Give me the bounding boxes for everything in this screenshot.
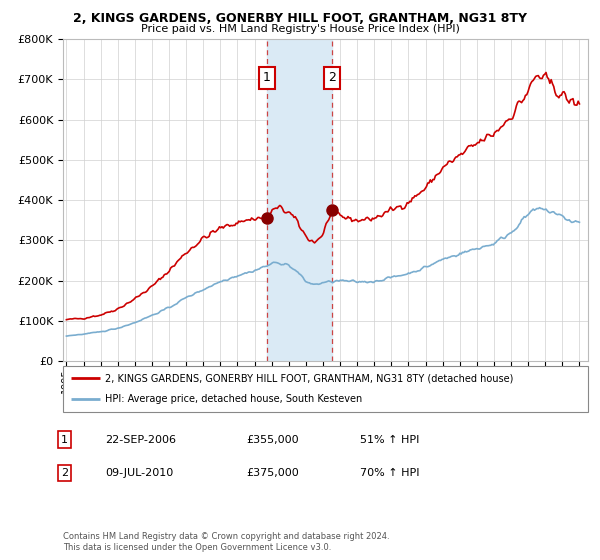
Text: 2, KINGS GARDENS, GONERBY HILL FOOT, GRANTHAM, NG31 8TY (detached house): 2, KINGS GARDENS, GONERBY HILL FOOT, GRA… <box>105 373 514 383</box>
Text: £355,000: £355,000 <box>246 435 299 445</box>
Text: 22-SEP-2006: 22-SEP-2006 <box>105 435 176 445</box>
Text: 2: 2 <box>328 71 336 85</box>
Bar <box>267 39 332 361</box>
Text: 70% ↑ HPI: 70% ↑ HPI <box>360 468 419 478</box>
Text: HPI: Average price, detached house, South Kesteven: HPI: Average price, detached house, Sout… <box>105 394 362 404</box>
Text: 1: 1 <box>263 71 271 85</box>
Text: 09-JUL-2010: 09-JUL-2010 <box>105 468 173 478</box>
Text: 1: 1 <box>61 435 68 445</box>
Text: £375,000: £375,000 <box>246 468 299 478</box>
Text: 2, KINGS GARDENS, GONERBY HILL FOOT, GRANTHAM, NG31 8TY: 2, KINGS GARDENS, GONERBY HILL FOOT, GRA… <box>73 12 527 25</box>
Text: 51% ↑ HPI: 51% ↑ HPI <box>360 435 419 445</box>
Text: Price paid vs. HM Land Registry's House Price Index (HPI): Price paid vs. HM Land Registry's House … <box>140 24 460 34</box>
Text: Contains HM Land Registry data © Crown copyright and database right 2024.
This d: Contains HM Land Registry data © Crown c… <box>63 532 389 552</box>
Text: 2: 2 <box>61 468 68 478</box>
